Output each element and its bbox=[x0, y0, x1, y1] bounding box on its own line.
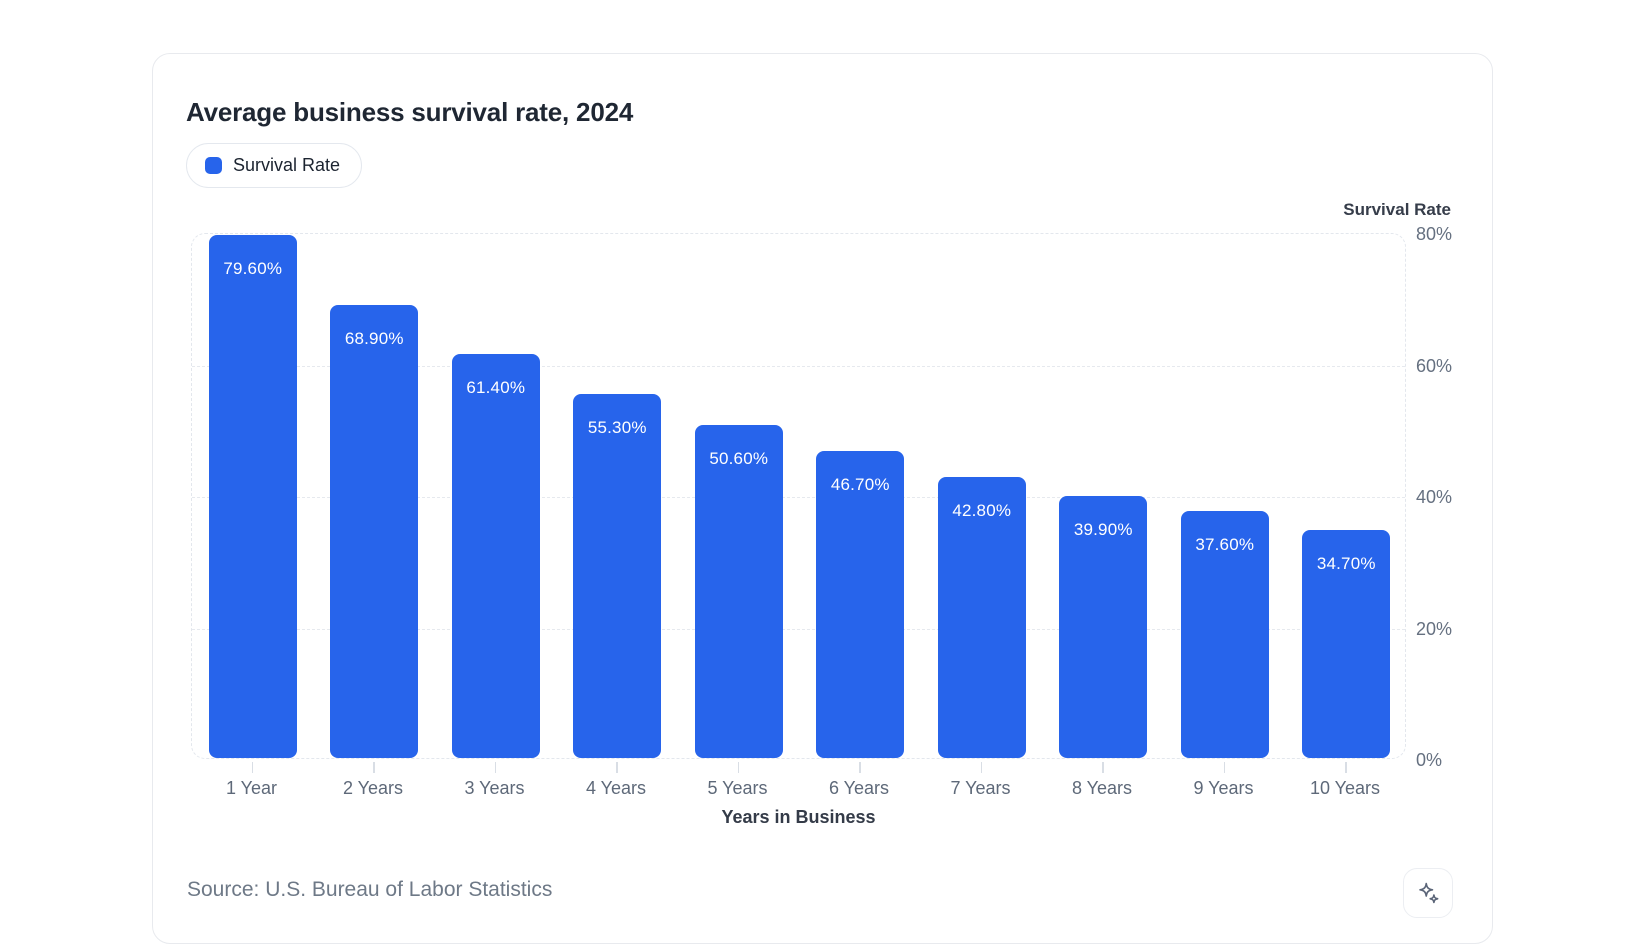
x-axis-tick bbox=[737, 762, 740, 773]
x-axis-tick bbox=[494, 762, 497, 773]
bar-10-years[interactable]: 34.70% bbox=[1302, 529, 1391, 758]
bar-3-years[interactable]: 61.40% bbox=[451, 354, 540, 758]
x-axis-tick bbox=[1102, 762, 1104, 773]
x-axis-title: Years in Business bbox=[721, 807, 876, 827]
x-tick-label: 5 Years bbox=[707, 778, 768, 798]
gridline bbox=[192, 497, 1405, 498]
x-tick-label: 4 Years bbox=[585, 778, 647, 798]
x-axis-tick bbox=[616, 762, 618, 773]
y-tick-label: 60% bbox=[1416, 355, 1453, 376]
bar-value-label: 42.80% bbox=[952, 500, 1012, 520]
x-tick-label: 6 Years bbox=[828, 778, 890, 798]
bar-value-label: 39.90% bbox=[1073, 519, 1133, 539]
legend-item-survival-rate[interactable]: Survival Rate bbox=[186, 143, 363, 188]
gridline bbox=[192, 628, 1405, 630]
chart-title: Average business survival rate, 2024 bbox=[186, 97, 634, 127]
bar-value-label: 46.70% bbox=[830, 474, 890, 494]
bar-value-label: 55.30% bbox=[587, 418, 647, 438]
x-axis-tick bbox=[1345, 762, 1347, 773]
legend-swatch-icon bbox=[205, 157, 222, 174]
bar-6-years[interactable]: 46.70% bbox=[816, 450, 905, 758]
bar-value-label: 37.60% bbox=[1195, 534, 1255, 554]
sparkle-button[interactable] bbox=[1403, 868, 1453, 918]
x-axis-tick bbox=[373, 762, 375, 773]
bar-7-years[interactable]: 42.80% bbox=[937, 476, 1026, 758]
x-tick-label: 2 Years bbox=[342, 778, 404, 798]
bar-value-label: 61.40% bbox=[466, 378, 526, 398]
x-tick-label: 10 Years bbox=[1309, 778, 1381, 798]
gridline bbox=[192, 365, 1405, 367]
bar-4-years[interactable]: 55.30% bbox=[573, 394, 662, 758]
x-axis-tick bbox=[251, 762, 254, 773]
bar-value-label: 79.60% bbox=[223, 258, 283, 278]
y-tick-label: 0% bbox=[1416, 750, 1443, 770]
chart-card: Average business survival rate, 2024 Sur… bbox=[152, 53, 1493, 944]
x-tick-label: 8 Years bbox=[1071, 778, 1133, 798]
bar-5-years[interactable]: 50.60% bbox=[694, 425, 783, 758]
bar-value-label: 34.70% bbox=[1316, 553, 1376, 573]
x-tick-label: 9 Years bbox=[1193, 778, 1254, 798]
x-axis-tick bbox=[1223, 762, 1226, 773]
bar-9-years[interactable]: 37.60% bbox=[1180, 510, 1269, 758]
bar-8-years[interactable]: 39.90% bbox=[1059, 495, 1148, 758]
sparkles-icon bbox=[1418, 882, 1438, 903]
plot-area: 79.60% 68.90% 61.40% 55.30% 50.60% 46.70% 42.8… bbox=[191, 233, 1406, 759]
x-tick-label: 7 Years bbox=[950, 778, 1011, 798]
y-tick-label: 80% bbox=[1416, 224, 1453, 244]
x-tick-label: 3 Years bbox=[464, 778, 525, 798]
bar-value-label: 68.90% bbox=[344, 328, 404, 348]
bar-value-label: 50.60% bbox=[709, 449, 769, 469]
legend-label: Survival Rate bbox=[233, 155, 341, 175]
y-tick-label: 20% bbox=[1416, 618, 1453, 639]
y-tick-label: 40% bbox=[1416, 487, 1453, 507]
y-axis-title: Survival Rate bbox=[1343, 200, 1451, 219]
x-axis-tick bbox=[859, 762, 861, 773]
x-axis-tick bbox=[980, 762, 983, 773]
x-tick-label: 1 Year bbox=[225, 778, 278, 798]
bar-1-year[interactable]: 79.60% bbox=[208, 234, 297, 758]
bar-2-years[interactable]: 68.90% bbox=[330, 304, 419, 758]
source-text: Source: U.S. Bureau of Labor Statistics bbox=[187, 878, 553, 901]
